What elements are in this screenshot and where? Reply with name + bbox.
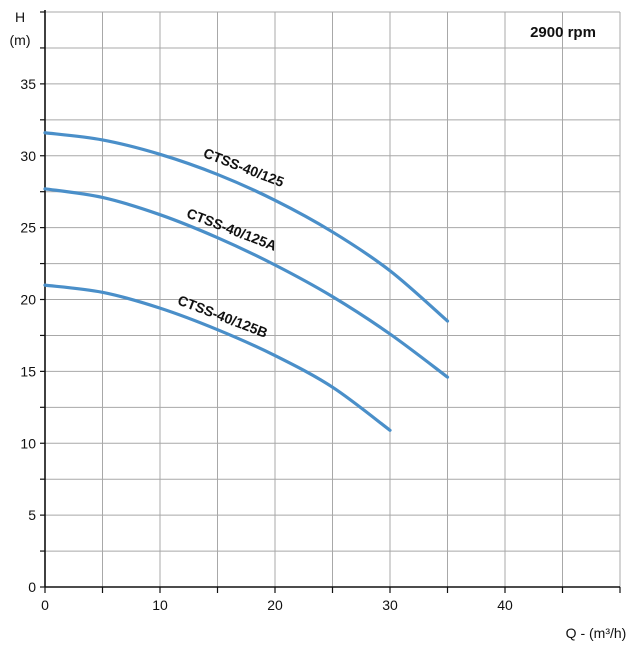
y-tick-label: 5: [28, 507, 36, 523]
y-tick-label: 25: [20, 220, 36, 236]
series-group: [43, 131, 450, 432]
y-tick-label: 30: [20, 148, 36, 164]
y-tick-label: 0: [28, 579, 36, 595]
y-tick-label: 10: [20, 435, 36, 451]
grid: [45, 11, 621, 587]
x-tick-label: 0: [41, 597, 49, 613]
x-tick-label: 20: [267, 597, 283, 613]
y-tick-label: 35: [20, 76, 36, 92]
y-axis-unit: (m): [10, 32, 31, 48]
series-line-ctss-40-125a: [43, 187, 450, 379]
y-axis-title: H: [15, 9, 25, 25]
x-tick-label: 10: [152, 597, 168, 613]
rpm-annotation: 2900 rpm: [530, 24, 596, 41]
x-tick-label: 30: [382, 597, 398, 613]
y-tick-label: 20: [20, 292, 36, 308]
series-label-ctss-40-125: CTSS-40/125: [201, 145, 286, 190]
x-axis-title: Q - (m³/h): [566, 625, 627, 641]
ticks: 0 5 10 15 20 25 30 35 0 10 20 30 40: [20, 11, 621, 613]
series-line-ctss-40-125b: [43, 283, 392, 432]
series-line-ctss-40-125: [43, 131, 450, 323]
y-tick-label: 15: [20, 363, 36, 379]
x-tick-label: 40: [497, 597, 513, 613]
